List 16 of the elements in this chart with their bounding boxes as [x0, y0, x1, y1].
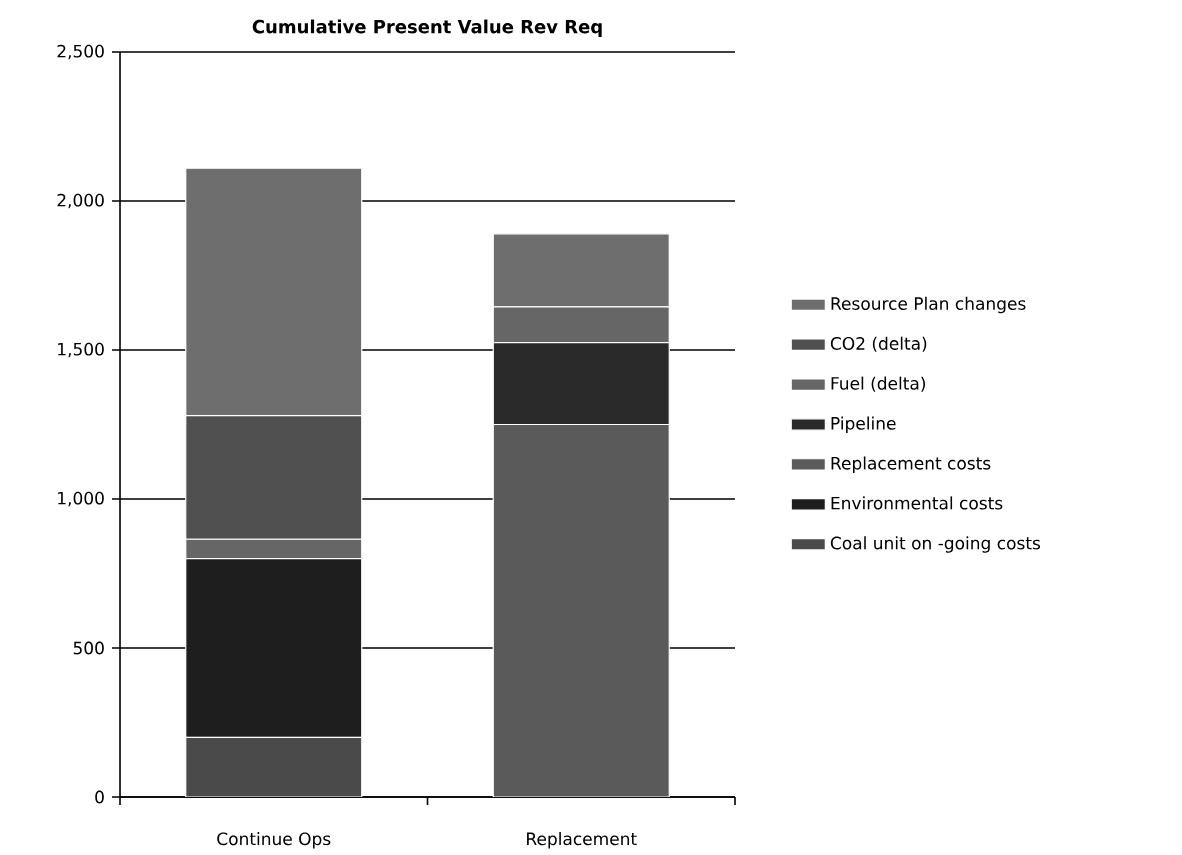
- legend-label: Environmental costs: [831, 496, 1003, 510]
- y-tick-label: 1,500: [58, 342, 104, 358]
- legend-label: Fuel (delta): [831, 376, 926, 392]
- y-tick-label: 500: [73, 641, 104, 655]
- y-tick-label: 0: [95, 790, 104, 804]
- y-tick-label: 2,500: [57, 44, 104, 60]
- legend-label: Pipeline: [831, 416, 896, 433]
- x-tick-label: Replacement: [527, 831, 637, 849]
- y-tick-label: 1,000: [58, 491, 104, 507]
- legend-label: Replacement costs: [831, 456, 991, 473]
- legend-label: Coal unit on -going costs: [830, 536, 1041, 553]
- x-tick-label: Continue Ops: [217, 831, 331, 849]
- y-tick-label: 2,000: [57, 193, 104, 209]
- legend-label: Resource Plan changes: [831, 296, 1026, 314]
- legend-label: CO2 (delta): [830, 336, 927, 352]
- chart-title: Cumulative Present Value Rev Req: [252, 19, 602, 37]
